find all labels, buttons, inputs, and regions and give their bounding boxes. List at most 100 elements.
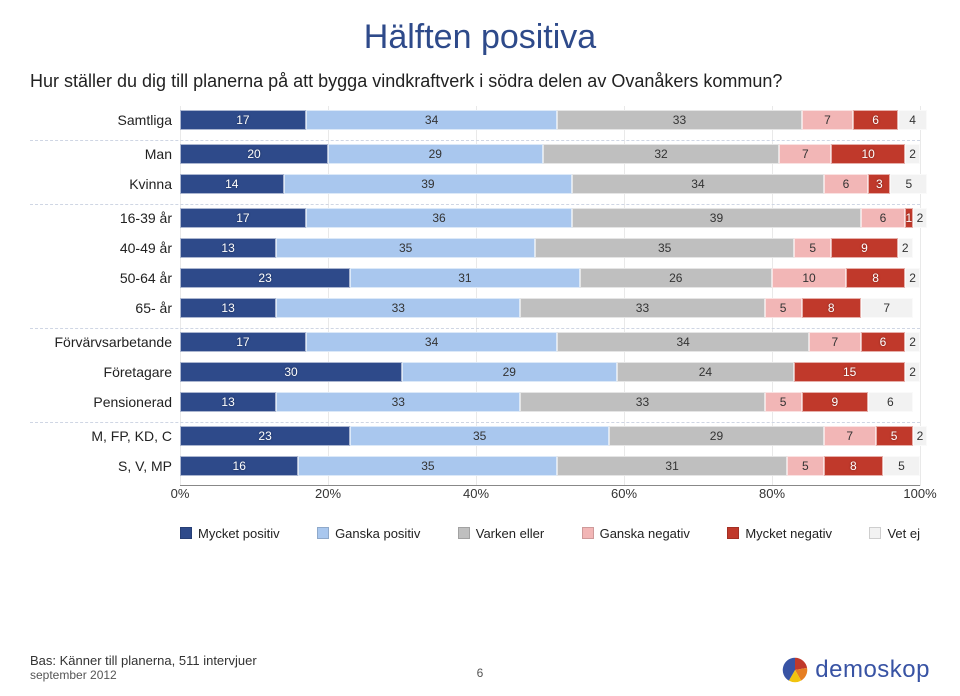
legend: Mycket positivGanska positivVarken eller…: [180, 520, 920, 546]
bar-value: 33: [392, 301, 405, 315]
bar-segment: 6: [861, 332, 905, 352]
page-subtitle: Hur ställer du dig till planerna på att …: [30, 71, 930, 92]
bar-track: 233529752: [180, 426, 920, 446]
bar-value: 35: [399, 241, 412, 255]
bar-segment: 35: [535, 238, 794, 258]
bar-value: 2: [917, 211, 924, 225]
row-label: 50-64 år: [30, 270, 180, 286]
bar-segment: 5: [765, 392, 802, 412]
legend-item: Mycket negativ: [727, 526, 832, 541]
bar-value: 34: [677, 335, 690, 349]
bar-value: 34: [425, 113, 438, 127]
legend-swatch: [180, 527, 192, 539]
bar-segment: 20: [180, 144, 328, 164]
bar-value: 33: [636, 395, 649, 409]
logo-text: demoskop: [815, 656, 930, 684]
bar-value: 13: [221, 395, 234, 409]
bar-value: 5: [809, 241, 816, 255]
bar-segment: 6: [861, 208, 905, 228]
bar-segment: 26: [580, 268, 772, 288]
bar-value: 9: [832, 395, 839, 409]
table-row: Företagare302924152: [30, 362, 920, 382]
bar-value: 2: [909, 147, 916, 161]
bar-segment: 33: [520, 298, 764, 318]
x-axis: 0%20%40%60%80%100%: [180, 486, 920, 508]
bar-segment: 34: [306, 110, 558, 130]
bar-value: 8: [872, 271, 879, 285]
bar-track: 173433764: [180, 110, 920, 130]
chart-rows: Samtliga173433764Man2029327102Kvinna1439…: [30, 106, 920, 486]
page-root: Hälften positiva Hur ställer du dig till…: [0, 0, 960, 696]
bar-value: 6: [872, 113, 879, 127]
page-number: 6: [477, 666, 484, 680]
bar-value: 35: [473, 429, 486, 443]
legend-swatch: [727, 527, 739, 539]
bar-segment: 32: [543, 144, 780, 164]
bar-segment: 17: [180, 332, 306, 352]
bar-value: 34: [691, 177, 704, 191]
legend-item: Ganska positiv: [317, 526, 420, 541]
bar-value: 5: [906, 177, 913, 191]
bar-segment: 2: [913, 426, 928, 446]
bar-segment: 23: [180, 426, 350, 446]
bar-segment: 33: [557, 110, 801, 130]
bar-segment: 1: [905, 208, 912, 228]
row-label: Man: [30, 146, 180, 162]
bar-value: 2: [909, 335, 916, 349]
bar-segment: 8: [824, 456, 883, 476]
x-tick: 100%: [903, 486, 936, 501]
bar-segment: 6: [824, 174, 868, 194]
bar-value: 5: [891, 429, 898, 443]
bar-segment: 29: [609, 426, 824, 446]
bar-segment: 8: [846, 268, 905, 288]
bar-segment: 7: [779, 144, 831, 164]
row-label: 65- år: [30, 300, 180, 316]
bar-value: 24: [699, 365, 712, 379]
bar-segment: 29: [402, 362, 617, 382]
bar-value: 17: [236, 113, 249, 127]
legend-label: Mycket positiv: [198, 526, 280, 541]
table-row: Kvinna143934635: [30, 174, 920, 194]
bar-segment: 35: [276, 238, 535, 258]
bar-value: 10: [802, 271, 815, 285]
bar-segment: 5: [890, 174, 927, 194]
bar-track: 133333587: [180, 298, 920, 318]
bar-segment: 13: [180, 298, 276, 318]
row-label: M, FP, KD, C: [30, 428, 180, 444]
bar-segment: 2: [898, 238, 913, 258]
bar-segment: 35: [350, 426, 609, 446]
bar-segment: 34: [557, 332, 809, 352]
bar-segment: 10: [772, 268, 846, 288]
bar-value: 13: [221, 241, 234, 255]
bar-track: 143934635: [180, 174, 920, 194]
row-label: Förvärvsarbetande: [30, 334, 180, 350]
bar-value: 2: [909, 271, 916, 285]
bar-value: 10: [862, 147, 875, 161]
bar-track: 173639612: [180, 208, 920, 228]
bar-value: 26: [669, 271, 682, 285]
bar-segment: 23: [180, 268, 350, 288]
row-label: Pensionerad: [30, 394, 180, 410]
table-row: Förvärvsarbetande173434762: [30, 332, 920, 352]
bar-segment: 10: [831, 144, 905, 164]
bar-value: 39: [421, 177, 434, 191]
bar-track: 133333596: [180, 392, 920, 412]
bar-value: 29: [503, 365, 516, 379]
bar-value: 6: [887, 395, 894, 409]
bar-value: 35: [658, 241, 671, 255]
bar-segment: 7: [802, 110, 854, 130]
legend-label: Mycket negativ: [745, 526, 832, 541]
bar-segment: 31: [350, 268, 579, 288]
bar-segment: 2: [913, 208, 928, 228]
bar-segment: 13: [180, 238, 276, 258]
bar-value: 5: [780, 301, 787, 315]
legend-swatch: [869, 527, 881, 539]
bar-value: 36: [432, 211, 445, 225]
bar-track: 163531585: [180, 456, 920, 476]
bar-segment: 17: [180, 208, 306, 228]
bar-value: 16: [233, 459, 246, 473]
bar-segment: 14: [180, 174, 284, 194]
bar-segment: 24: [617, 362, 795, 382]
bar-segment: 7: [824, 426, 876, 446]
bar-segment: 13: [180, 392, 276, 412]
